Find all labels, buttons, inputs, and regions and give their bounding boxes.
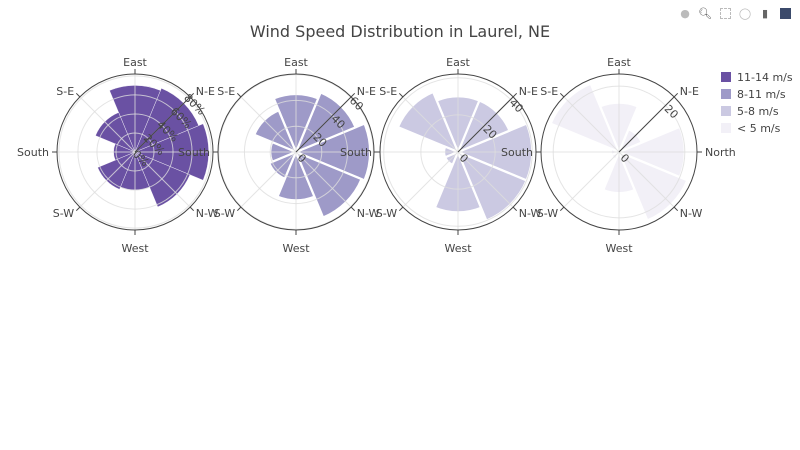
angular-tick [673, 92, 679, 98]
angular-gridline [240, 96, 297, 153]
select-box-icon[interactable] [718, 6, 732, 20]
polar-subplot-1: NorthN-EEastS-ESouthS-WWestN-W0%20%40%60… [17, 56, 252, 255]
angular-tick [512, 92, 518, 98]
radial-axis-line [134, 96, 191, 153]
angular-tick-label: West [282, 242, 310, 255]
angular-gridline [79, 96, 136, 153]
legend-swatch [721, 72, 731, 82]
angular-tick-label: S-E [56, 85, 74, 98]
angular-tick [189, 206, 195, 212]
legend-item[interactable]: 11-14 m/s [721, 71, 793, 84]
legend-label: < 5 m/s [737, 122, 781, 135]
angular-tick [673, 206, 679, 212]
angular-tick [398, 206, 404, 212]
angular-gridline [563, 151, 620, 208]
angular-tick [559, 92, 565, 98]
angular-gridline [457, 151, 514, 208]
angular-tick-label: South [17, 146, 49, 159]
angular-tick-label: N-W [680, 207, 703, 220]
angular-tick-label: S-W [214, 207, 236, 220]
angular-tick-label: East [607, 56, 631, 69]
angular-gridline [563, 96, 620, 153]
angular-tick-label: West [605, 242, 633, 255]
angular-gridline [402, 96, 459, 153]
legend-swatch [721, 89, 731, 99]
angular-tick [350, 92, 356, 98]
angular-axis-line [217, 73, 375, 231]
angular-gridline [618, 151, 675, 208]
angular-tick [75, 206, 81, 212]
legend-swatch [721, 106, 731, 116]
angular-tick [350, 206, 356, 212]
angular-tick [236, 92, 242, 98]
angular-tick [512, 206, 518, 212]
angular-tick-label: N-E [680, 85, 699, 98]
angular-tick-label: North [705, 146, 736, 159]
angular-gridline [295, 151, 352, 208]
modebar: ● 🔍︎ ◯ ▮ [678, 6, 792, 20]
angular-tick-label: East [284, 56, 308, 69]
zoom-icon[interactable]: 🔍︎ [698, 6, 712, 20]
angular-tick-label: N-E [519, 85, 538, 98]
angular-gridline [79, 151, 136, 208]
angular-tick-label: East [123, 56, 147, 69]
chart-title: Wind Speed Distribution in Laurel, NE [250, 22, 550, 41]
angular-tick-label: N-E [357, 85, 376, 98]
angular-gridline [240, 151, 297, 208]
angular-tick-label: South [340, 146, 372, 159]
angular-tick-label: S-E [540, 85, 558, 98]
angular-tick-label: N-E [196, 85, 215, 98]
angular-gridline [134, 151, 191, 208]
legend-swatch [721, 123, 731, 133]
radial-axis-line [618, 96, 675, 153]
angular-tick-label: S-E [379, 85, 397, 98]
angular-tick-label: South [178, 146, 210, 159]
angular-tick-label: N-W [196, 207, 219, 220]
angular-tick-label: S-E [217, 85, 235, 98]
legend-item[interactable]: < 5 m/s [721, 122, 781, 135]
legend-label: 8-11 m/s [737, 88, 786, 101]
angular-tick-label: S-W [376, 207, 398, 220]
angular-tick [75, 92, 81, 98]
angular-tick-label: N-W [357, 207, 380, 220]
legend-label: 5-8 m/s [737, 105, 779, 118]
angular-tick [398, 92, 404, 98]
legend-item[interactable]: 8-11 m/s [721, 88, 786, 101]
plotly-logo-icon[interactable] [778, 6, 792, 20]
camera-icon[interactable]: ● [680, 6, 690, 20]
angular-tick-label: N-W [519, 207, 542, 220]
angular-tick-label: S-W [53, 207, 75, 220]
legend-item[interactable]: 5-8 m/s [721, 105, 779, 118]
angular-tick [559, 206, 565, 212]
angular-tick-label: West [121, 242, 149, 255]
legend-label: 11-14 m/s [737, 71, 793, 84]
angular-axis-line [540, 73, 698, 231]
lasso-icon[interactable]: ◯ [738, 6, 752, 20]
angular-tick-label: S-W [537, 207, 559, 220]
angular-tick-label: South [501, 146, 533, 159]
radial-axis-line [457, 96, 514, 153]
angular-gridline [402, 151, 459, 208]
angular-tick-label: West [444, 242, 472, 255]
radial-axis-line [295, 96, 352, 153]
angular-tick [189, 92, 195, 98]
angular-tick-label: East [446, 56, 470, 69]
hover-compare-icon[interactable]: ▮ [761, 6, 769, 20]
angular-tick [236, 206, 242, 212]
